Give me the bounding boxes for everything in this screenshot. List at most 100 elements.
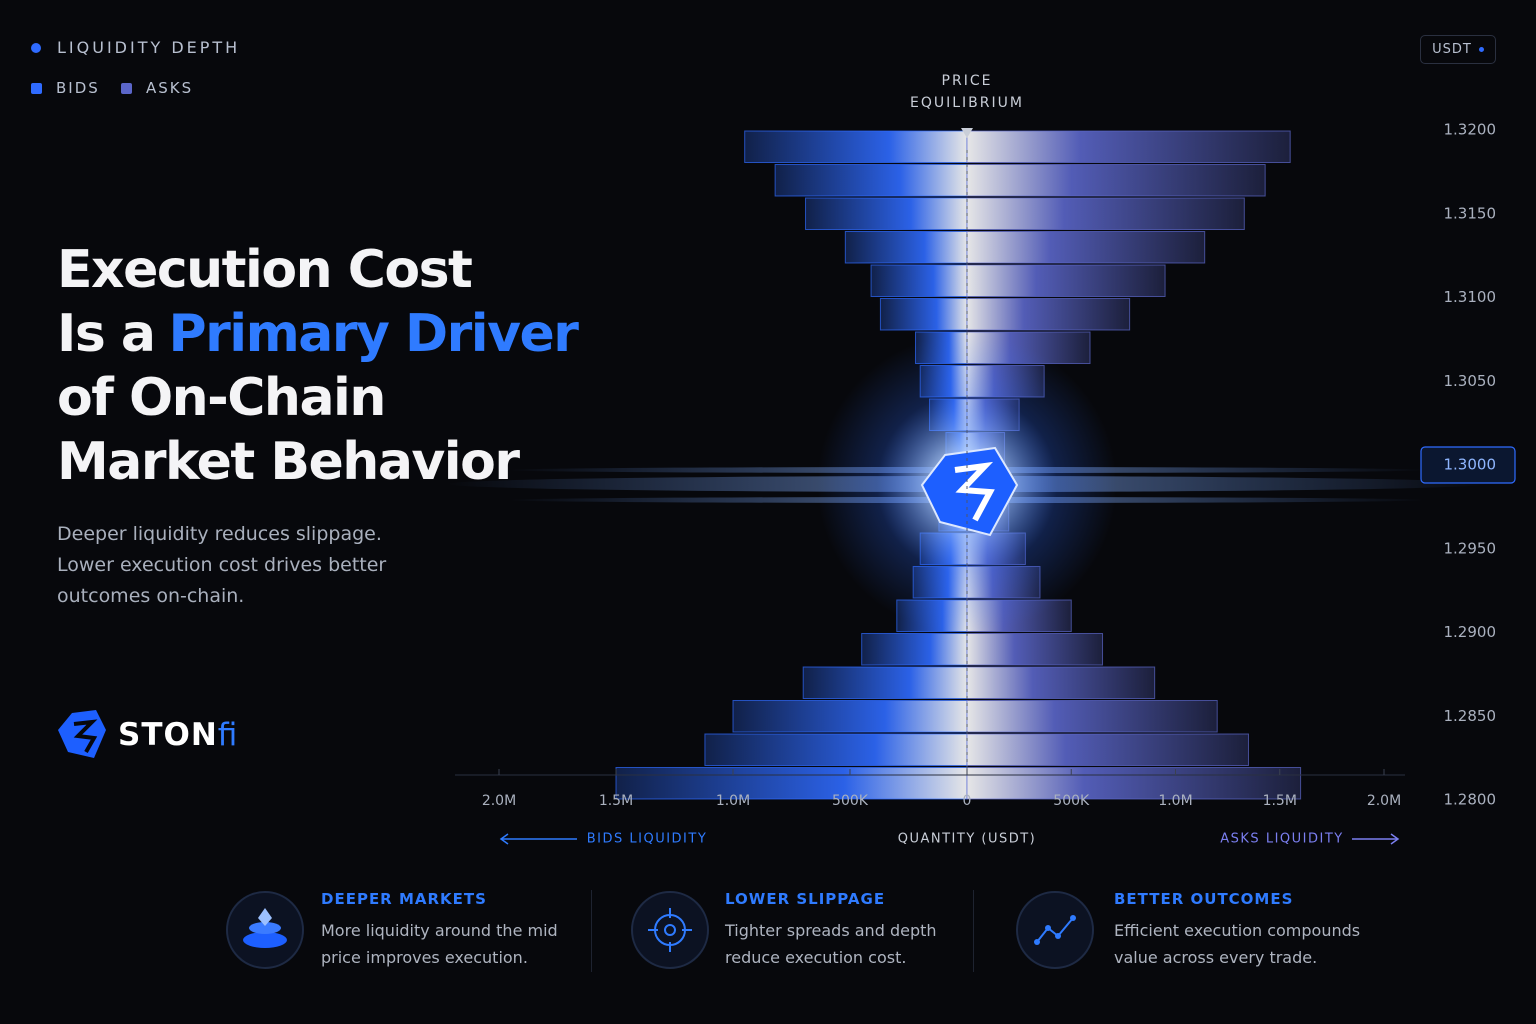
ask-axis-label: ASKS LIQUIDITY	[1220, 832, 1343, 847]
legend-label: ASKS	[146, 79, 194, 97]
badge-dot	[1478, 47, 1484, 52]
icon	[258, 908, 272, 926]
bid-bar	[805, 197, 968, 230]
bid-bar	[870, 264, 968, 297]
y-tick-label: 1.2850	[1444, 707, 1497, 725]
ask-bar	[966, 767, 1302, 800]
logo-name: STON	[118, 717, 218, 753]
headline-line: Execution Cost	[57, 240, 473, 300]
annotation: PRICE	[942, 73, 993, 89]
y-tick-label: 1.3150	[1444, 204, 1497, 222]
feature-title: LOWER SLIPPAGE	[725, 890, 886, 908]
bid-bar	[861, 633, 968, 666]
icon	[243, 932, 287, 948]
x-tick-label: 2.0M	[1367, 793, 1401, 809]
bid-bar	[844, 231, 968, 264]
x-tick-label: 0	[963, 793, 972, 809]
feature-text: Efficient execution compounds	[1114, 921, 1361, 940]
icon	[249, 922, 281, 934]
arrow-head	[1390, 833, 1400, 845]
ask-bar	[966, 633, 1104, 666]
ask-bar	[966, 666, 1156, 699]
legend-label: BIDS	[56, 79, 100, 97]
feature-icons	[226, 891, 1094, 969]
headline-line: of On-Chain	[57, 368, 386, 428]
feature: LOWER SLIPPAGE Tighter spreads and depth r…	[725, 890, 937, 971]
subtext: Deeper liquidity reduces slippage. Lower…	[57, 519, 386, 612]
annotation: EQUILIBRIUM	[910, 95, 1024, 111]
icon	[1045, 925, 1051, 931]
icon	[664, 924, 676, 936]
legend-swatch	[31, 82, 42, 94]
x-tick-label: 500K	[832, 793, 869, 809]
ask-bar	[966, 264, 1166, 297]
feature-title: DEEPER MARKETS	[321, 890, 487, 908]
legend-swatch	[121, 82, 132, 94]
header-label: LIQUIDITY DEPTH	[57, 38, 241, 57]
unit-text: USDT	[1432, 42, 1472, 57]
y-tick-label: 1.2900	[1444, 623, 1497, 641]
separator	[591, 890, 592, 972]
subtext-line: Deeper liquidity reduces slippage.	[57, 523, 382, 545]
y-tick-label: 1.2800	[1444, 791, 1497, 809]
bid-bar	[774, 164, 968, 197]
bid-bar	[704, 733, 968, 766]
feature-text: Tighter spreads and depth	[725, 921, 937, 940]
glow-streaks	[447, 334, 1487, 634]
feature-text: reduce execution cost.	[725, 948, 907, 967]
icon	[648, 908, 692, 952]
x-tick-label: 1.0M	[716, 793, 750, 809]
headline-line: Is a Primary Driver	[57, 302, 579, 366]
icon	[1070, 915, 1076, 921]
bid-bar	[802, 666, 968, 699]
logo-suffix: fi	[217, 717, 238, 753]
icon	[1036, 917, 1074, 943]
subtext-line: outcomes on-chain.	[57, 585, 245, 607]
feature-title: BETTER OUTCOMES	[1114, 890, 1294, 908]
headline-highlight: Primary Driver	[168, 304, 579, 364]
x-tick-label: 1.5M	[1263, 793, 1297, 809]
ask-bar	[966, 733, 1249, 766]
y-tick-label: 1.3000	[1444, 456, 1497, 474]
ask-bar	[966, 298, 1131, 331]
unit-badge: USDT	[1420, 35, 1496, 64]
bid-bar	[744, 130, 968, 163]
headline-text: Is a	[57, 304, 156, 364]
x-tick-label: 500K	[1053, 793, 1090, 809]
bid-axis-label: BIDS LIQUIDITY	[587, 832, 708, 847]
y-tick-label: 1.2950	[1444, 539, 1497, 557]
y-tick-label: 1.3050	[1444, 372, 1497, 390]
bid-bar	[879, 298, 968, 331]
x-axis-label: QUANTITY (USDT)	[898, 832, 1037, 847]
ask-bar	[966, 164, 1266, 197]
annotation-arrow	[961, 128, 973, 138]
legend-item: ASKS	[121, 79, 193, 97]
y-tick-label: 1.3100	[1444, 288, 1497, 306]
x-tick-label: 1.0M	[1158, 793, 1192, 809]
separator	[973, 890, 974, 972]
feature: DEEPER MARKETS More liquidity around the …	[321, 890, 558, 971]
arrow-head	[499, 833, 509, 845]
bid-bar	[732, 700, 968, 733]
icon-circle	[1016, 891, 1094, 969]
logo-mark	[73, 719, 98, 753]
x-tick-label: 2.0M	[482, 793, 516, 809]
y-tick-label: 1.3200	[1444, 121, 1497, 139]
ask-bar	[966, 700, 1218, 733]
subtext-line: Lower execution cost drives better	[57, 554, 387, 576]
legend-item: BIDS	[31, 79, 100, 97]
feature-text: More liquidity around the mid	[321, 921, 558, 940]
ask-bar	[966, 197, 1245, 230]
feature-text: value across every trade.	[1114, 948, 1318, 967]
ask-bar	[966, 231, 1206, 264]
highlight-box	[1420, 446, 1516, 484]
ask-bar	[966, 130, 1291, 163]
logo: STON fi	[58, 710, 237, 760]
icon-circle	[631, 891, 709, 969]
feature: BETTER OUTCOMES Efficient execution compo…	[1114, 890, 1360, 971]
x-tick-label: 1.5M	[599, 793, 633, 809]
center-logo-mark	[954, 461, 995, 522]
bid-bar	[615, 767, 968, 800]
feature-text: price improves execution.	[321, 948, 528, 967]
